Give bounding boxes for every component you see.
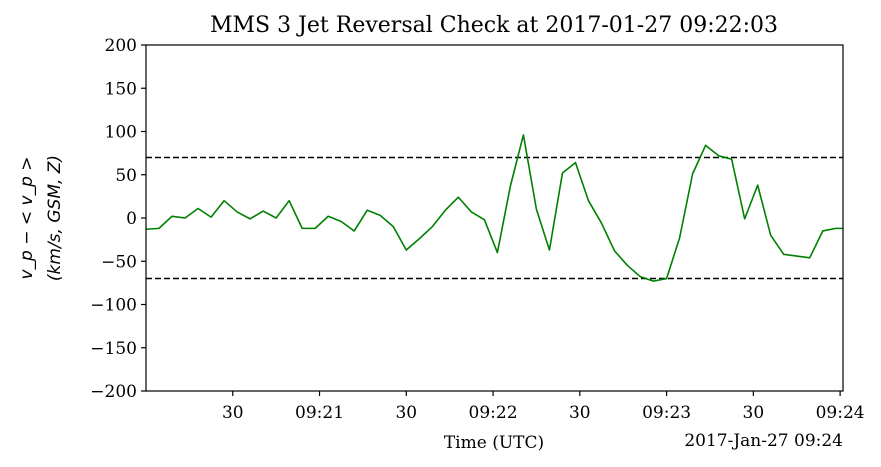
y-tick-label: 0 (126, 209, 137, 229)
x-axis-date-label: 2017-Jan-27 09:24 (684, 431, 843, 451)
y-tick-label: −100 (90, 296, 137, 316)
y-tick-label: 50 (115, 166, 137, 186)
plot-area: 200 150 100 50 0 −50 −100 −150 −200 30 09:21 30 09:2… (90, 36, 864, 423)
x-tick-label: 09:24 (816, 403, 865, 423)
y-axis-title: v_p − < v_p > (km/s, GSM, Z) (17, 155, 65, 281)
series-line-0 (145, 134, 843, 282)
x-tick-label: 09:23 (642, 403, 691, 423)
y-tick-label: −50 (101, 252, 137, 272)
x-axis-label: Time (UTC) (444, 433, 544, 453)
x-tick-label: 30 (743, 403, 765, 423)
y-tick-label: 100 (105, 123, 137, 143)
y-tick-label: 150 (105, 79, 137, 99)
chart-title: MMS 3 Jet Reversal Check at 2017-01-27 0… (210, 13, 778, 38)
y-axis-label-line1: v_p − < v_p > (17, 156, 37, 279)
x-tick-label: 30 (222, 403, 244, 423)
y-tick-label: −200 (90, 382, 137, 402)
x-tick-label: 09:21 (295, 403, 344, 423)
x-tick-label: 09:22 (469, 403, 518, 423)
x-tick-label: 30 (395, 403, 417, 423)
y-axis-label-line2: (km/s, GSM, Z) (45, 155, 65, 281)
y-tick-label: −150 (90, 339, 137, 359)
x-tick-label: 30 (569, 403, 591, 423)
y-tick-label: 200 (105, 36, 137, 56)
